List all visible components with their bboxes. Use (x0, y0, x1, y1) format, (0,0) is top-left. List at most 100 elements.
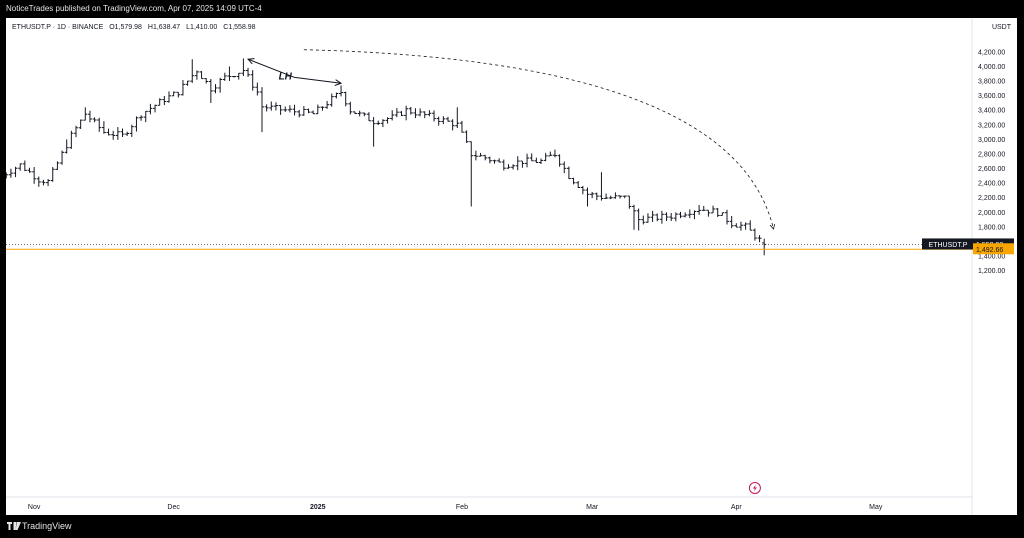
ohlc-bar (194, 70, 199, 80)
ohlc-bar (60, 150, 65, 165)
ohlc-bar (464, 130, 469, 143)
ohlc-bar (292, 104, 297, 116)
ohlc-bar (236, 72, 241, 80)
ohlc-bar (380, 119, 385, 128)
ohlc-bar (618, 195, 623, 199)
ohlc-bar (176, 91, 181, 98)
ohlc-bar (46, 179, 51, 187)
legend-close: C1,558.98 (223, 24, 256, 31)
currency-label: USDT (991, 24, 1011, 31)
ohlc-bar (548, 151, 553, 157)
ohlc-bar (539, 158, 543, 165)
ohlc-bar (552, 149, 557, 158)
y-tick-label: 4,000.00 (978, 64, 1005, 71)
ohlc-bar (734, 223, 739, 228)
ohlc-bar (506, 164, 511, 169)
y-tick-label: 1,200.00 (978, 268, 1005, 275)
ohlc-bar (83, 107, 88, 121)
ohlc-bar (320, 106, 325, 111)
ohlc-bar (125, 131, 130, 136)
y-tick-label: 1,800.00 (978, 224, 1005, 231)
y-tick-label: 3,600.00 (978, 93, 1005, 100)
ohlc-bar (622, 195, 627, 199)
ohlc-bar (287, 105, 292, 113)
ohlc-bar (752, 228, 757, 241)
ohlc-bar (366, 112, 371, 122)
ohlc-bar (208, 79, 213, 103)
ohlc-bar (120, 128, 125, 137)
legend-low: L1,410.00 (186, 24, 218, 31)
ohlc-bar (534, 157, 539, 164)
ohlc-bar (604, 193, 609, 199)
ohlc-bar (306, 108, 311, 114)
ohlc-bar (487, 156, 492, 164)
ohlc-bar (566, 166, 571, 180)
x-tick-label: 2025 (310, 504, 326, 511)
ohlc-bar (432, 110, 437, 122)
ohlc-bar (478, 152, 483, 157)
ohlc-bar (204, 78, 209, 84)
ohlc-bar (427, 110, 432, 117)
ohlc-bar (613, 192, 618, 199)
ohlc-bar (301, 106, 306, 116)
ohlc-bar (729, 215, 734, 229)
ohlc-bar (469, 141, 474, 207)
ohlc-bar (362, 112, 367, 117)
ohlc-bar (413, 108, 418, 119)
ohlc-bar (459, 120, 464, 133)
ohlc-bar (134, 116, 139, 132)
ohlc-bar (701, 205, 706, 211)
ohlc-bar (64, 139, 69, 154)
ohlc-bar (599, 172, 604, 201)
ohlc-bar (408, 106, 413, 115)
ohlc-bar (50, 167, 55, 182)
ohlc-bar (636, 208, 641, 231)
ohlc-bar (278, 105, 283, 115)
ohlc-bar (659, 210, 664, 224)
ohlc-bar (348, 101, 353, 115)
ohlc-bar (720, 212, 725, 216)
ohlc-legend: ETHUSDT.P · 1D · BINANCE O1,579.98 H1,63… (12, 24, 260, 31)
ohlc-bar (390, 110, 395, 121)
ohlc-bar (692, 210, 697, 220)
footer: TradingView (0, 515, 1024, 538)
ohlc-bar (511, 164, 516, 170)
ohlc-bar (250, 70, 255, 91)
ohlc-bar (41, 179, 46, 186)
ohlc-bar (199, 71, 204, 80)
ohlc-bar (325, 100, 330, 109)
ohlc-bar (222, 72, 227, 81)
price-chart[interactable]: 4,200.00 4,000.00 3,800.00 3,600.00 3,400.00… (6, 18, 1017, 515)
ohlc-bar (738, 221, 743, 231)
ohlc-bar (404, 105, 409, 121)
ohlc-bar (6, 172, 9, 179)
legend-high: H1,638.47 (147, 24, 181, 31)
annotation-arrow (248, 59, 295, 78)
ohlc-bar (227, 66, 232, 82)
ohlc-bar (111, 130, 116, 140)
symbol-tag-label: ETHUSDT.P (929, 242, 968, 249)
lightning-icon (752, 484, 757, 492)
ohlc-bar (27, 167, 32, 173)
x-tick-label: Apr (731, 504, 743, 511)
ohlc-bar (101, 121, 106, 134)
ohlc-bar (78, 119, 83, 129)
ohlc-bar (525, 153, 530, 168)
ohlc-bar (678, 211, 683, 219)
ohlc-bar (687, 209, 692, 219)
ohlc-bar (339, 85, 344, 97)
ohlc-bar (562, 161, 567, 174)
ohlc-bar (725, 209, 729, 225)
ohlc-bar (762, 238, 767, 256)
ohlc-bar (655, 213, 660, 222)
ohlc-bar (399, 111, 404, 117)
ohlc-bar (497, 158, 502, 163)
symbol-tag (922, 238, 974, 250)
chart-panel[interactable]: 4,200.00 4,000.00 3,800.00 3,600.00 3,400.00… (6, 18, 1017, 515)
publisher-text: NoticeTrades published on TradingView.co… (6, 4, 262, 13)
x-tick-label: May (869, 504, 883, 511)
y-tick-label: 1,400.00 (978, 254, 1005, 261)
ohlc-bar (473, 150, 478, 161)
ohlc-bar (269, 101, 274, 111)
ohlc-bar (715, 208, 720, 217)
